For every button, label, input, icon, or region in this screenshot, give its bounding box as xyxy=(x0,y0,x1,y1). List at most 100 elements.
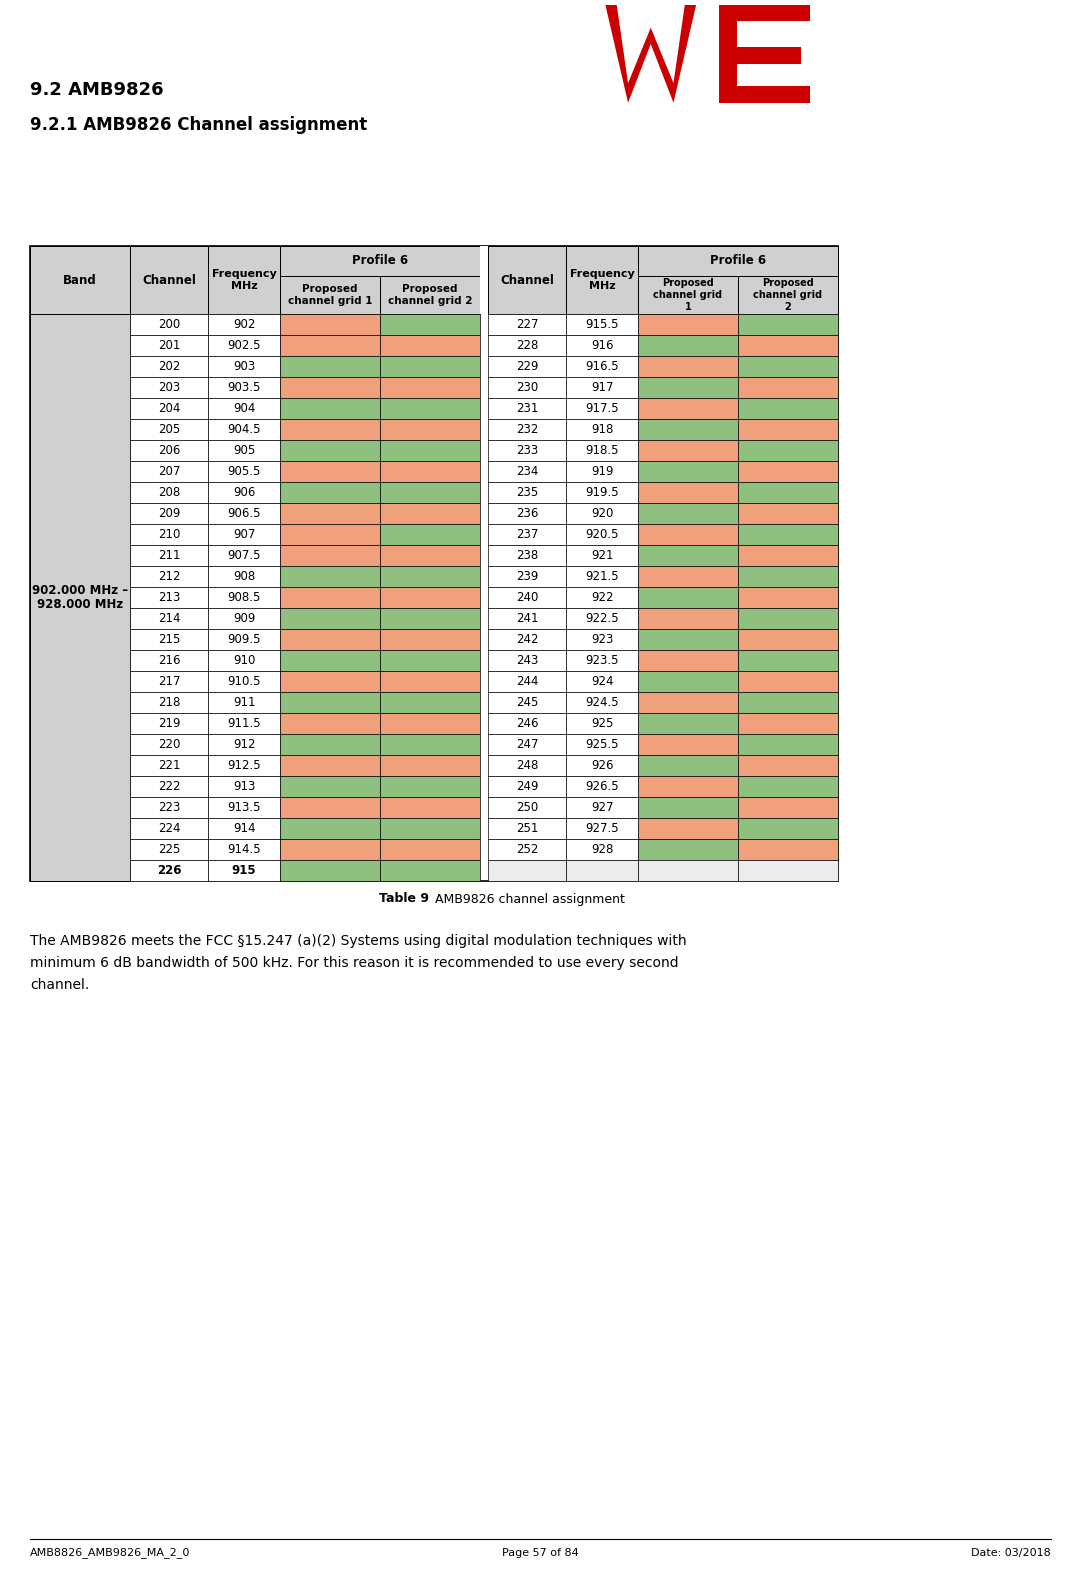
Bar xyxy=(638,356,738,376)
Bar xyxy=(280,398,381,419)
Bar xyxy=(208,734,280,756)
Bar xyxy=(566,776,638,797)
Bar xyxy=(130,692,208,713)
Text: 920.5: 920.5 xyxy=(585,528,618,541)
Bar xyxy=(280,440,381,462)
Bar xyxy=(280,523,381,545)
Bar xyxy=(280,650,381,670)
Text: 248: 248 xyxy=(516,759,538,772)
Text: Channel: Channel xyxy=(142,274,196,286)
Bar xyxy=(381,315,480,335)
Bar xyxy=(381,440,480,462)
Bar xyxy=(738,650,838,670)
Bar xyxy=(381,587,480,609)
Text: 920: 920 xyxy=(591,508,613,520)
Text: 236: 236 xyxy=(516,508,538,520)
Bar xyxy=(381,692,480,713)
Text: 908.5: 908.5 xyxy=(227,591,261,604)
Text: 923: 923 xyxy=(591,632,613,647)
Bar xyxy=(738,756,838,776)
Text: 224: 224 xyxy=(158,822,181,835)
Bar xyxy=(488,609,566,629)
Text: 246: 246 xyxy=(516,718,538,730)
Text: 910: 910 xyxy=(232,655,255,667)
Text: 907: 907 xyxy=(232,528,255,541)
Bar xyxy=(208,315,280,335)
Text: channel.: channel. xyxy=(30,979,90,991)
Bar xyxy=(638,545,738,566)
Bar xyxy=(738,776,838,797)
Bar xyxy=(130,247,208,315)
Text: Frequency
MHz: Frequency MHz xyxy=(570,269,635,291)
Text: 203: 203 xyxy=(158,381,181,394)
Bar xyxy=(208,545,280,566)
Bar xyxy=(638,566,738,587)
Bar xyxy=(130,713,208,734)
Bar xyxy=(130,734,208,756)
Text: 908: 908 xyxy=(232,571,255,583)
Bar xyxy=(638,277,738,315)
Text: 904.5: 904.5 xyxy=(227,424,261,436)
Bar xyxy=(381,419,480,440)
Bar xyxy=(381,376,480,398)
Polygon shape xyxy=(719,5,810,103)
Text: 210: 210 xyxy=(158,528,181,541)
Bar xyxy=(208,817,280,840)
Text: Proposed
channel grid 1: Proposed channel grid 1 xyxy=(288,285,372,305)
Bar xyxy=(381,335,480,356)
Bar xyxy=(381,356,480,376)
Bar xyxy=(638,376,738,398)
Bar xyxy=(30,247,838,881)
Bar xyxy=(280,356,381,376)
Bar xyxy=(566,376,638,398)
Text: 917: 917 xyxy=(590,381,613,394)
Text: 209: 209 xyxy=(158,508,181,520)
Text: 228: 228 xyxy=(516,338,538,353)
Bar xyxy=(208,335,280,356)
Text: 240: 240 xyxy=(516,591,538,604)
Text: 904: 904 xyxy=(232,402,255,414)
Bar xyxy=(130,797,208,817)
Text: 922.5: 922.5 xyxy=(585,612,618,624)
Bar xyxy=(280,860,381,881)
Bar xyxy=(381,670,480,692)
Bar xyxy=(638,734,738,756)
Bar xyxy=(280,670,381,692)
Bar xyxy=(130,376,208,398)
Bar xyxy=(638,315,738,335)
Bar xyxy=(566,587,638,609)
Bar xyxy=(638,335,738,356)
Bar xyxy=(738,462,838,482)
Bar xyxy=(280,315,381,335)
Bar xyxy=(488,817,566,840)
Text: 902.000 MHz –
928.000 MHz: 902.000 MHz – 928.000 MHz xyxy=(32,583,128,612)
Bar xyxy=(381,482,480,503)
Text: 914: 914 xyxy=(232,822,255,835)
Bar xyxy=(566,629,638,650)
Text: 927.5: 927.5 xyxy=(585,822,618,835)
Text: 225: 225 xyxy=(158,843,181,855)
Bar xyxy=(566,335,638,356)
Bar xyxy=(638,650,738,670)
Bar xyxy=(638,692,738,713)
Bar xyxy=(566,609,638,629)
Bar xyxy=(566,462,638,482)
Bar xyxy=(130,545,208,566)
Bar xyxy=(130,587,208,609)
Bar xyxy=(381,609,480,629)
Bar xyxy=(638,247,838,277)
Bar xyxy=(130,629,208,650)
Text: 237: 237 xyxy=(516,528,538,541)
Bar xyxy=(208,840,280,860)
Bar xyxy=(130,462,208,482)
Bar xyxy=(488,713,566,734)
Bar xyxy=(488,545,566,566)
Text: 928: 928 xyxy=(591,843,613,855)
Bar xyxy=(738,523,838,545)
Text: Proposed
channel grid 2: Proposed channel grid 2 xyxy=(388,285,472,305)
Bar xyxy=(566,566,638,587)
Text: 926.5: 926.5 xyxy=(585,779,618,794)
Bar xyxy=(381,277,480,315)
Text: 235: 235 xyxy=(516,485,538,500)
Text: 204: 204 xyxy=(158,402,181,414)
